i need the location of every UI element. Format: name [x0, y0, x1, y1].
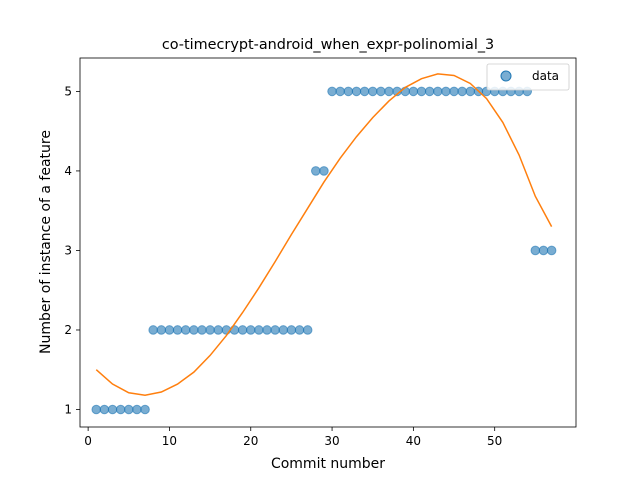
data-point [376, 86, 386, 97]
x-tick-label: 40 [406, 434, 421, 448]
data-point [327, 86, 337, 97]
data-point [180, 325, 191, 335]
data-point [343, 86, 354, 97]
y-tick-label: 4 [64, 164, 72, 178]
data-point [197, 325, 207, 335]
data-point [270, 325, 280, 335]
data-point [416, 86, 427, 97]
data-point [384, 86, 394, 97]
data-point [351, 86, 362, 97]
data-point [286, 325, 297, 335]
y-tick-label: 2 [64, 323, 72, 337]
x-tick-label: 20 [243, 434, 258, 448]
data-point [457, 86, 467, 97]
y-axis-ticks: 1 2 3 4 5 [64, 84, 80, 417]
data-point [424, 86, 435, 97]
x-tick-label: 50 [487, 434, 502, 448]
legend: data [486, 63, 570, 91]
chart-title: co-timecrypt-android_when_expr-polinomia… [162, 37, 494, 53]
data-point [189, 325, 199, 335]
data-point [538, 245, 549, 256]
data-point [311, 166, 321, 176]
data-point [278, 325, 289, 335]
y-tick-label: 3 [64, 243, 72, 257]
x-axis-label: Commit number [271, 456, 385, 472]
legend-box [486, 63, 570, 91]
data-point [441, 86, 451, 97]
data-point [99, 404, 110, 415]
data-point [254, 325, 264, 335]
data-point [172, 325, 183, 335]
data-point [262, 325, 272, 335]
legend-marker-data [500, 70, 512, 82]
data-point [115, 404, 126, 415]
y-tick-label: 1 [64, 403, 72, 417]
fit-curve-line [95, 73, 553, 396]
data-point [229, 325, 240, 335]
data-point [432, 86, 443, 97]
data-point [335, 86, 346, 97]
data-point [302, 325, 313, 335]
data-point [465, 86, 476, 97]
data-point [148, 325, 158, 335]
data-point [367, 86, 378, 97]
legend-label-data: data [532, 69, 559, 83]
data-point [156, 325, 167, 335]
data-point [132, 404, 142, 415]
data-point [237, 325, 248, 335]
data-point [546, 245, 557, 256]
x-tick-label: 30 [324, 434, 339, 448]
data-point [107, 404, 118, 415]
data-point [205, 325, 215, 335]
data-point [408, 86, 419, 97]
data-point [213, 325, 224, 335]
scatter-series [91, 86, 557, 415]
data-point [123, 404, 134, 415]
plot-frame [79, 57, 577, 428]
data-point [164, 325, 175, 335]
data-point [140, 404, 150, 415]
x-tick-label: 0 [84, 434, 92, 448]
x-tick-label: 10 [162, 434, 177, 448]
data-point [294, 325, 305, 335]
y-axis-label: Number of instance of a feature [38, 130, 54, 354]
x-axis-ticks: 0 10 20 30 40 50 [84, 427, 502, 448]
y-tick-label: 5 [64, 84, 72, 98]
data-point [449, 86, 459, 97]
data-point [359, 86, 370, 97]
data-point [530, 245, 541, 256]
data-point [245, 325, 256, 335]
data-point [319, 166, 329, 176]
data-point [91, 404, 102, 415]
